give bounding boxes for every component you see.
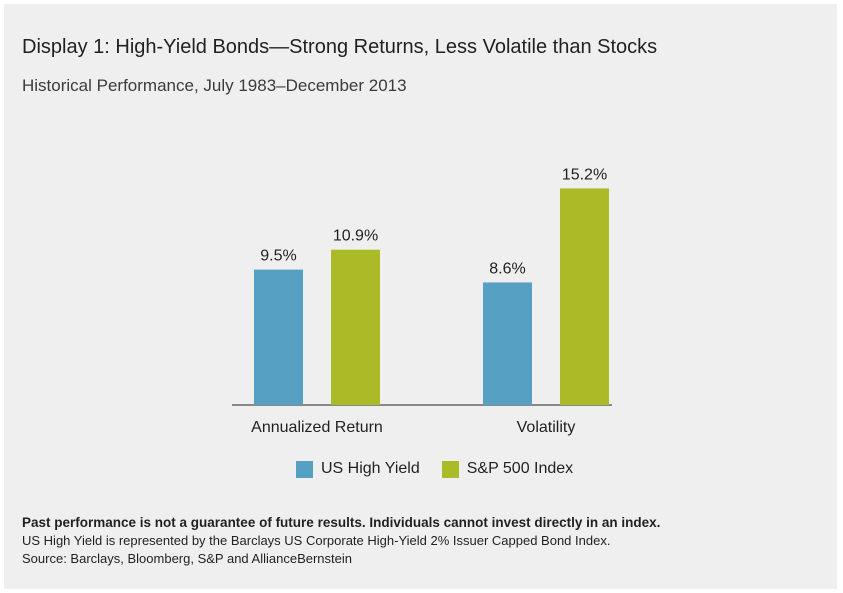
data-label-volatility-s-p-500-index: 15.2% bbox=[562, 166, 607, 183]
bars-group bbox=[254, 188, 609, 405]
source-text: Source: Barclays, Bloomberg, S&P and All… bbox=[22, 551, 352, 566]
legend-swatch-us-high-yield bbox=[296, 460, 313, 478]
legend: US High Yield S&P 500 Index bbox=[296, 460, 595, 478]
data-label-annualized-return-s-p-500-index: 10.9% bbox=[333, 228, 378, 245]
legend-item-sp500: S&P 500 Index bbox=[441, 460, 574, 478]
legend-swatch-sp500 bbox=[441, 460, 459, 478]
data-label-annualized-return-us-high-yield: 9.5% bbox=[260, 248, 296, 265]
bar-volatility-s-p-500-index bbox=[560, 188, 609, 405]
bar-annualized-return-s-p-500-index bbox=[331, 249, 380, 405]
bar-volatility-us-high-yield bbox=[483, 282, 532, 405]
footnotes: Past performance is not a guarantee of f… bbox=[22, 514, 660, 568]
data-labels-group: 9.5% 10.9% 8.6% 15.2% bbox=[260, 166, 607, 277]
chart-title: Display 1: High-Yield Bonds—Strong Retur… bbox=[22, 36, 658, 58]
index-note-text: US High Yield is represented by the Barc… bbox=[22, 533, 611, 548]
legend-label-sp500: S&P 500 Index bbox=[466, 460, 574, 477]
chart-panel bbox=[4, 4, 837, 589]
x-tick-label-volatility: Volatility bbox=[517, 419, 576, 436]
x-tick-labels-group: Annualized Return Volatility bbox=[251, 419, 575, 436]
legend-label-us-high-yield: US High Yield bbox=[321, 460, 420, 477]
disclaimer-text: Past performance is not a guarantee of f… bbox=[22, 515, 661, 530]
bar-annualized-return-us-high-yield bbox=[254, 269, 303, 405]
x-tick-label-annualized-return: Annualized Return bbox=[251, 419, 383, 436]
data-label-volatility-us-high-yield: 8.6% bbox=[489, 260, 525, 277]
legend-item-us-high-yield: US High Yield bbox=[296, 460, 420, 478]
chart-subtitle: Historical Performance, July 1983–Decemb… bbox=[22, 76, 407, 95]
